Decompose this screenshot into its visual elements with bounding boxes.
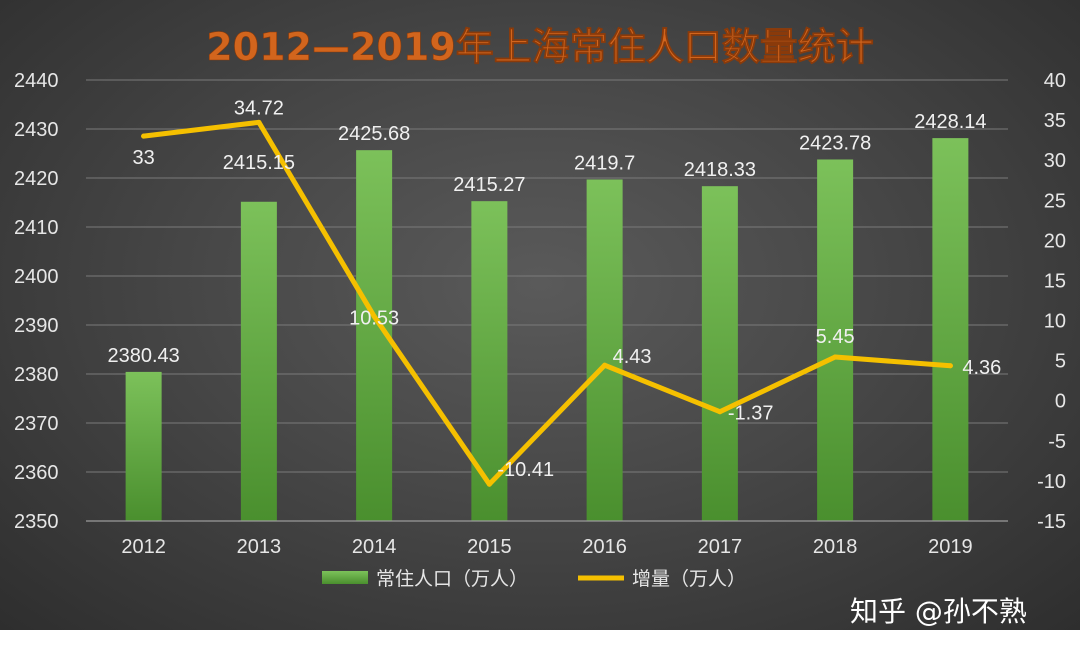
combo-chart: 2380.43 2415.15 2425.68 2415.27 2419.7 2418.3… (14, 25, 1066, 590)
y-left-tick-label: 2380 (14, 364, 59, 386)
line-data-label: -1.37 (728, 403, 774, 425)
bar-data-label: 2419.7 (574, 152, 635, 174)
line-point (832, 354, 838, 360)
y-right-tick-label: 15 (1044, 270, 1066, 292)
y-left-tick-label: 2350 (14, 511, 59, 533)
line-point (486, 481, 492, 487)
x-tick-label: 2019 (928, 536, 973, 558)
bar (817, 159, 854, 521)
y-left-tick-label: 2420 (14, 168, 59, 190)
bar-data-label: 2415.15 (223, 152, 295, 174)
y-right-tick-label: 35 (1044, 110, 1066, 132)
y-right-tick-label: 0 (1055, 391, 1066, 413)
y-right-tick-label: 40 (1044, 70, 1066, 92)
bar (125, 371, 162, 521)
chart-title: 2012—2019年上海常住人口数量统计 (206, 25, 874, 69)
line-point (947, 363, 953, 369)
y-left-tick-label: 2430 (14, 119, 59, 141)
y-right-tick-label: -15 (1037, 511, 1066, 533)
bar-data-label: 2425.68 (338, 123, 410, 145)
y-left-tick-label: 2400 (14, 266, 59, 288)
bar (701, 186, 738, 522)
chart-area: 2380.43 2415.15 2425.68 2415.27 2419.7 2418.3… (0, 0, 1080, 630)
y-left-tick-label: 2390 (14, 315, 59, 337)
line-data-label: 4.43 (613, 346, 652, 368)
x-tick-label: 2016 (582, 536, 627, 558)
bar (932, 138, 969, 521)
legend-label-population: 常住人口（万人） (376, 568, 528, 590)
x-tick-label: 2017 (698, 536, 743, 558)
line-data-label: -10.41 (497, 459, 554, 481)
legend-swatch-population (322, 571, 368, 584)
line-point (717, 409, 723, 415)
y-right-tick-label: 10 (1044, 311, 1066, 333)
line-data-label: 4.36 (962, 357, 1001, 379)
line-point (371, 313, 377, 319)
line-data-label: 34.72 (234, 97, 284, 119)
y-right-tick-label: 25 (1044, 190, 1066, 212)
y-left-tick-label: 2370 (14, 413, 59, 435)
line-point (141, 133, 147, 139)
legend-label-increment: 增量（万人） (632, 568, 746, 590)
x-tick-label: 2018 (813, 536, 858, 558)
bar-data-label: 2415.27 (453, 174, 525, 196)
watermark: 知乎 @孙不熟 (850, 595, 1027, 628)
legend: 常住人口（万人） 增量（万人） (322, 568, 746, 590)
y-right-tick-label: -5 (1048, 431, 1066, 453)
line-data-label: 33 (133, 147, 155, 169)
x-tick-label: 2012 (121, 536, 166, 558)
y-left-tick-label: 2360 (14, 462, 59, 484)
line-data-label: 10.53 (349, 307, 399, 329)
line-point (602, 362, 608, 368)
line-point (256, 119, 262, 125)
y-right-tick-label: 20 (1044, 230, 1066, 252)
increment-line (141, 119, 953, 487)
y-left-tick-label: 2440 (14, 70, 59, 92)
y-left-tick-label: 2410 (14, 217, 59, 239)
bar (586, 179, 623, 521)
bar-data-label: 2418.33 (684, 159, 756, 181)
bar-data-label: 2380.43 (107, 345, 179, 367)
bar-data-label: 2428.14 (914, 111, 986, 133)
bar-data-label: 2423.78 (799, 132, 871, 154)
line-data-label: 5.45 (816, 326, 855, 348)
x-tick-label: 2013 (237, 536, 282, 558)
x-tick-label: 2014 (352, 536, 397, 558)
x-tick-label: 2015 (467, 536, 512, 558)
y-right-tick-label: -10 (1037, 471, 1066, 493)
y-right-tick-label: 30 (1044, 150, 1066, 172)
bar (240, 201, 277, 521)
y-right-tick-label: 5 (1055, 351, 1066, 373)
